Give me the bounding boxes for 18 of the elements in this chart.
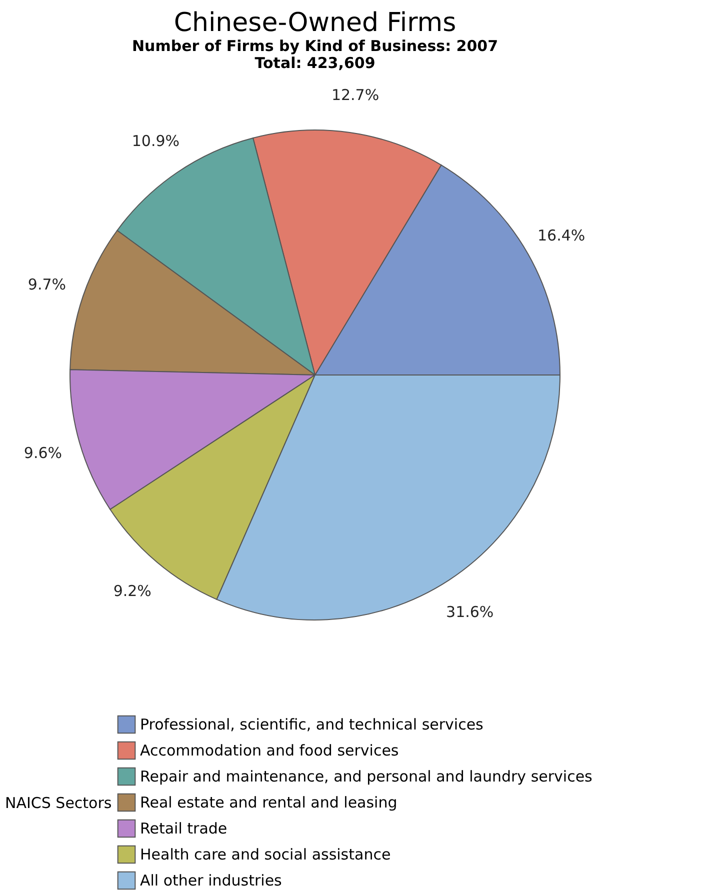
chart-subtitle: Number of Firms by Kind of Business: 2007 bbox=[132, 37, 498, 55]
chart-title: Chinese-Owned Firms bbox=[174, 8, 456, 38]
legend-label: Retail trade bbox=[140, 820, 228, 838]
legend-title: NAICS Sectors bbox=[5, 794, 112, 812]
legend-label: Repair and maintenance, and personal and laundry services bbox=[140, 768, 593, 786]
data-label: 12.7% bbox=[331, 86, 380, 104]
legend-label: Real estate and rental and leasing bbox=[140, 794, 398, 812]
data-label: 9.2% bbox=[113, 582, 152, 600]
legend-label: Health care and social assistance bbox=[140, 846, 391, 864]
text: Total: 423,609 bbox=[254, 54, 376, 72]
data-label: 10.9% bbox=[132, 132, 180, 150]
legend-label: Professional, scientific, and technical services bbox=[140, 716, 484, 734]
legend-label: Accommodation and food services bbox=[140, 742, 399, 760]
data-label: 31.6% bbox=[446, 602, 494, 621]
data-label: 9.6% bbox=[24, 444, 62, 462]
data-label: 9.7% bbox=[28, 275, 66, 294]
legend-label: All other industries bbox=[140, 872, 282, 890]
data-label: 16.4% bbox=[538, 226, 586, 245]
